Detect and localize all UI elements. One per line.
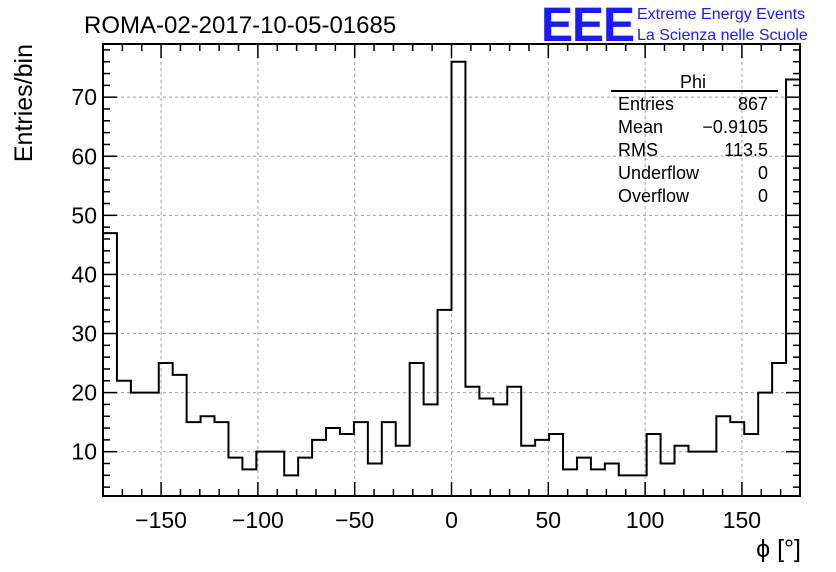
stats-value-underflow: 0: [758, 163, 768, 183]
x-tick-label: 150: [723, 507, 761, 533]
stats-label-rms: RMS: [618, 140, 658, 160]
x-axis-title: ϕ [°]: [756, 535, 801, 563]
y-tick-label: 70: [71, 84, 97, 110]
y-tick-label: 60: [71, 143, 97, 169]
x-tick-label: 0: [445, 507, 458, 533]
chart-title: ROMA-02-2017-10-05-01685: [84, 12, 396, 39]
stats-label-entries: Entries: [618, 94, 674, 114]
stats-value-mean: −0.9105: [702, 117, 768, 137]
logo-line-2: La Scienza nelle Scuole: [637, 27, 808, 44]
y-tick-label: 20: [71, 380, 97, 406]
eee-logo: EEE Extreme Energy Events La Scienza nel…: [541, 0, 808, 52]
y-tick-label: 10: [71, 439, 97, 465]
histogram-line: [102, 60, 801, 496]
logo-line-1: Extreme Energy Events: [637, 6, 805, 23]
plot-frame: [102, 43, 801, 497]
stats-value-entries: 867: [738, 94, 768, 114]
y-axis-title: Entries/bin: [10, 44, 38, 162]
y-tick-labels: 10 20 30 40 50 60 70: [71, 84, 97, 465]
x-tick-label: 50: [536, 507, 562, 533]
x-tick-label: 100: [626, 507, 664, 533]
stats-value-rms: 113.5: [724, 140, 768, 160]
y-tick-label: 30: [71, 321, 97, 347]
stats-label-overflow: Overflow: [618, 186, 690, 206]
x-tick-label: −150: [135, 507, 187, 533]
stats-label-mean: Mean: [618, 117, 663, 137]
stats-label-underflow: Underflow: [618, 163, 700, 183]
x-tick-labels: −150 −100 −50 0 50 100 150: [135, 507, 761, 533]
x-tick-label: −100: [232, 507, 284, 533]
stats-box: Phi Entries 867 Mean −0.9105 RMS 113.5 U…: [611, 72, 778, 206]
stats-value-overflow: 0: [758, 186, 768, 206]
y-tick-label: 50: [71, 202, 97, 228]
x-tick-label: −50: [335, 507, 374, 533]
y-tick-label: 40: [71, 261, 97, 287]
stats-title: Phi: [680, 72, 706, 92]
